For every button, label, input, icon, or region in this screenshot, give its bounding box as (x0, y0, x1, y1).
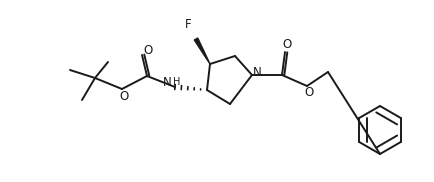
Text: O: O (143, 45, 153, 58)
Text: O: O (283, 39, 292, 52)
Polygon shape (194, 38, 210, 64)
Text: O: O (304, 86, 314, 100)
Text: O: O (119, 90, 128, 102)
Text: N: N (163, 76, 171, 88)
Text: F: F (185, 17, 191, 31)
Text: H: H (173, 77, 181, 87)
Text: N: N (253, 66, 261, 80)
